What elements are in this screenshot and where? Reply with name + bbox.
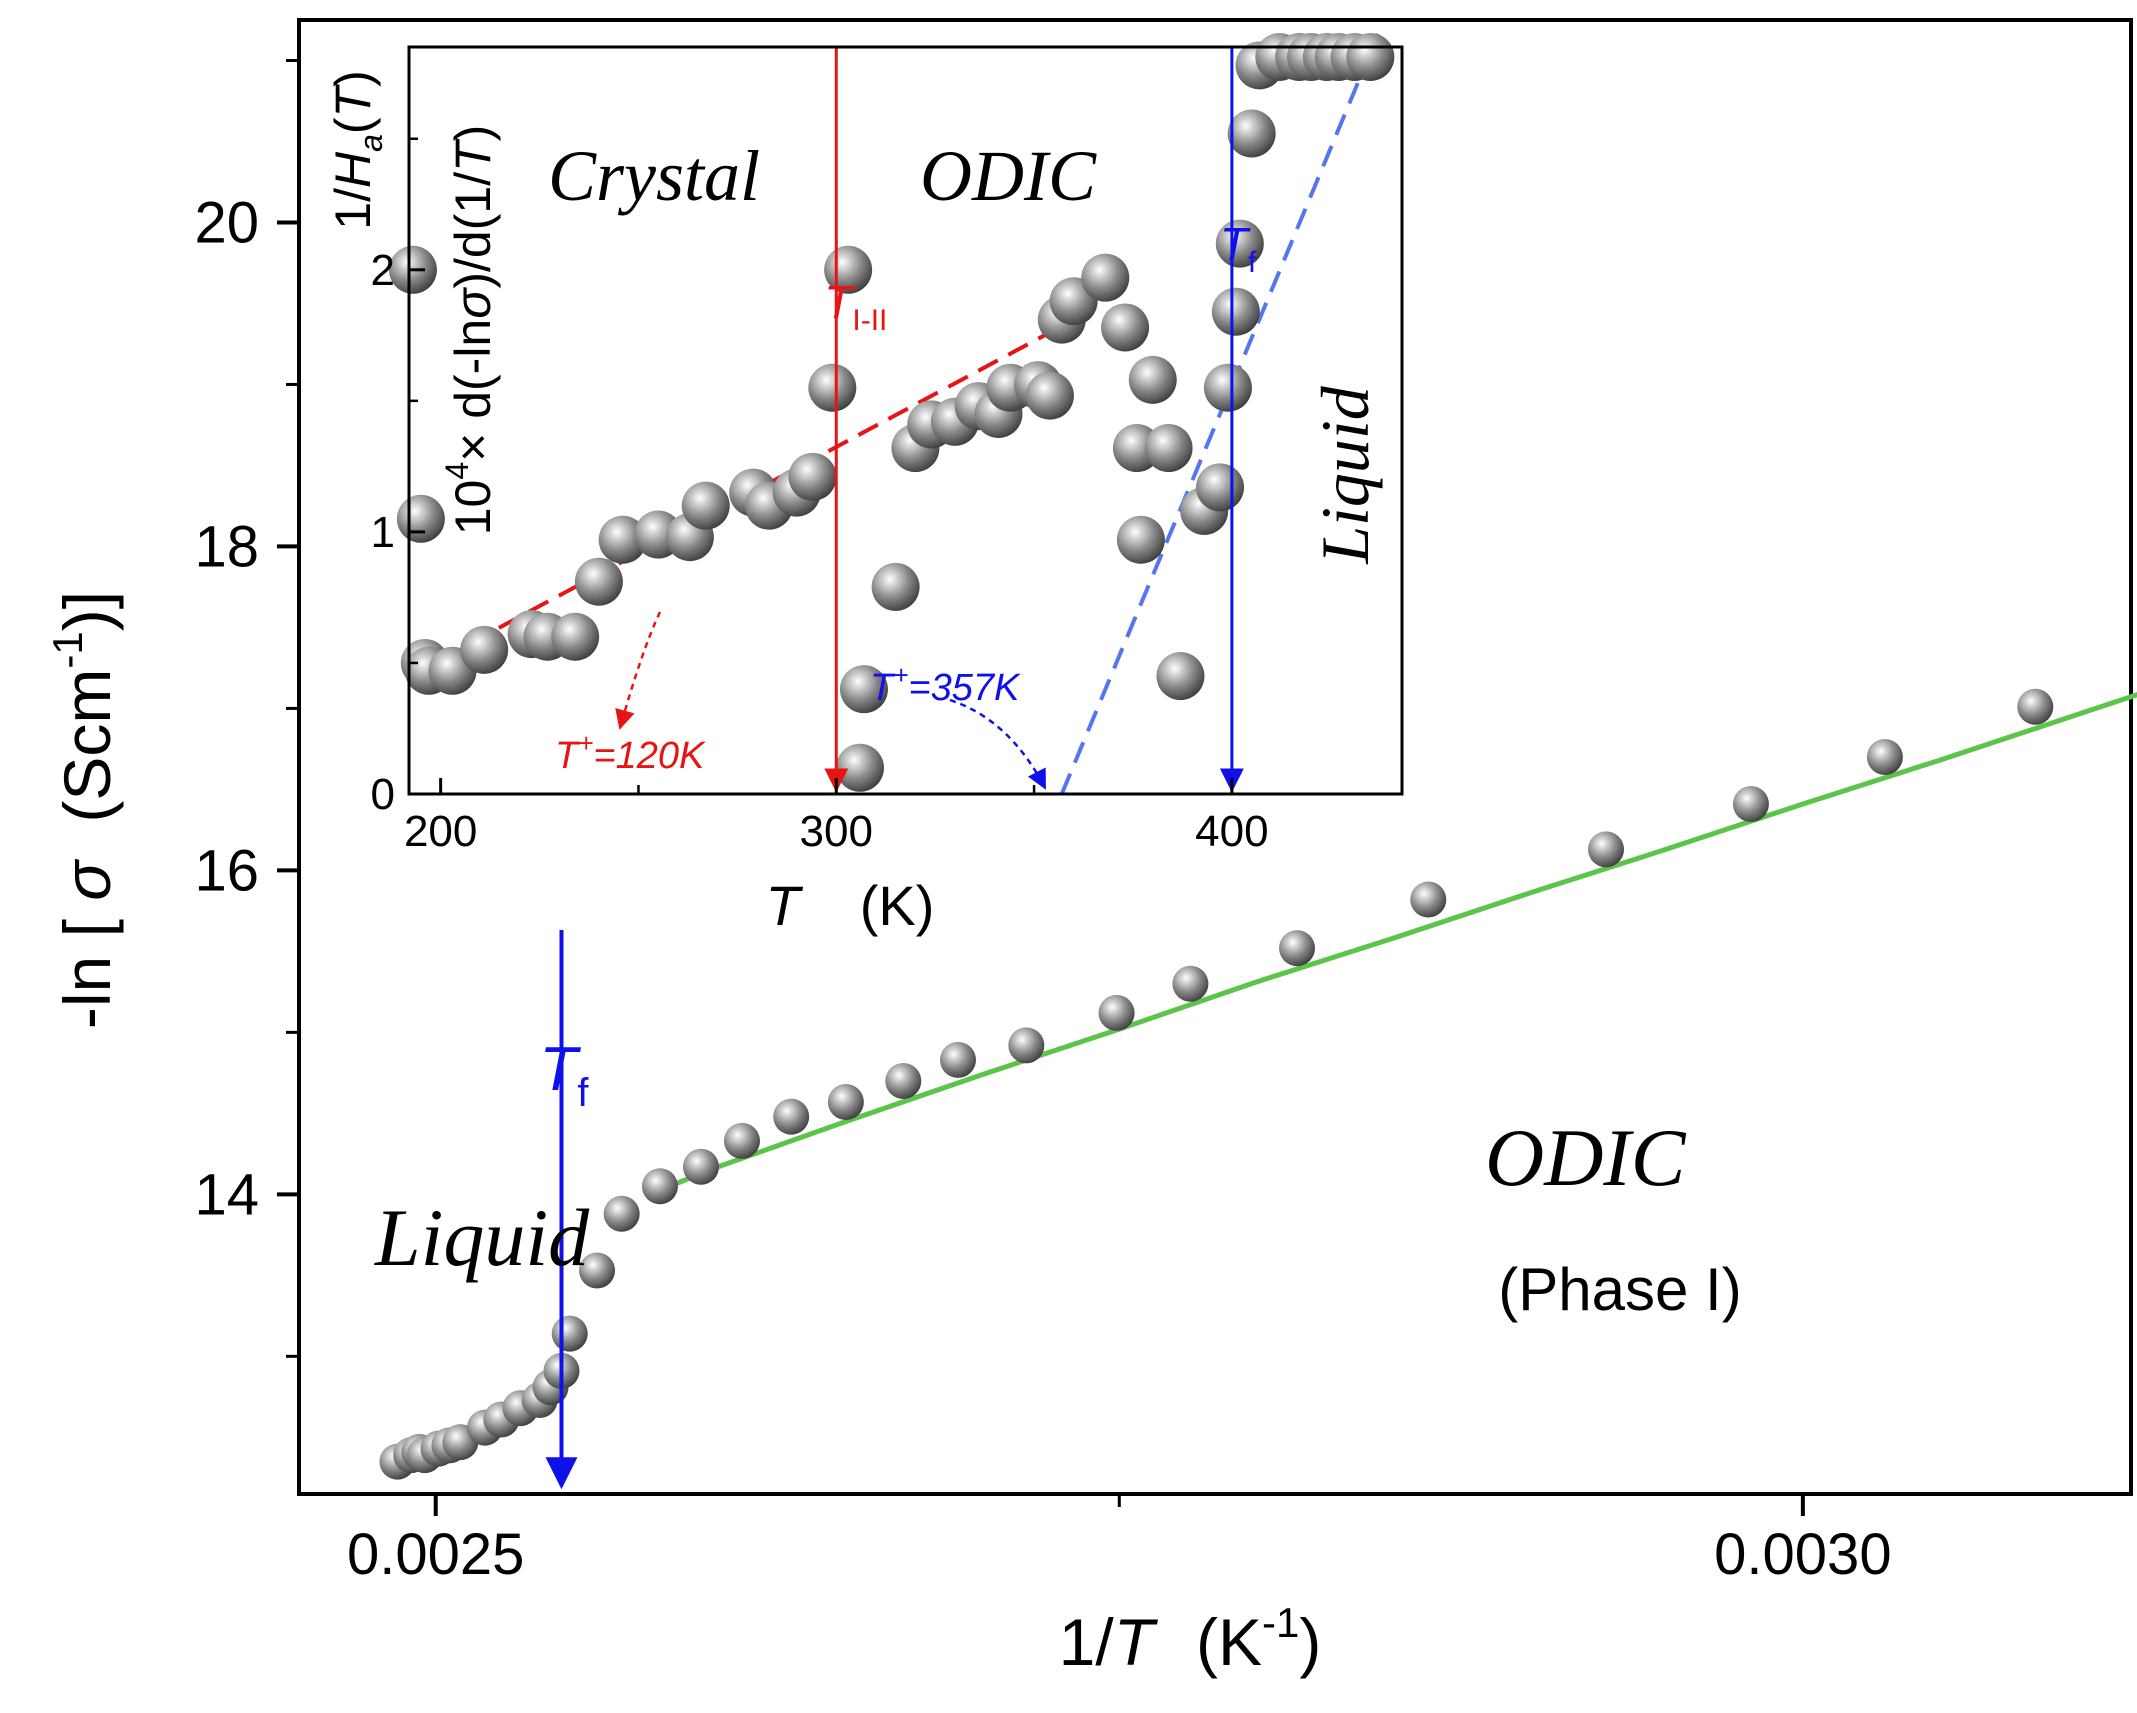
- inset-y-tick-label: 0: [371, 770, 395, 819]
- data-point: [551, 1315, 588, 1352]
- data-point: [1866, 739, 1903, 775]
- data-point: [1588, 831, 1625, 868]
- tf-label: Tf: [539, 1035, 589, 1115]
- inset-data-point: [1116, 515, 1165, 564]
- inset-plot-frame: [407, 45, 1404, 796]
- data-point: [1410, 881, 1447, 918]
- inset-data-point: [460, 625, 509, 674]
- data-point: [723, 1122, 760, 1159]
- inset-data-point: [598, 515, 647, 564]
- main-odic-label: ODIC: [1485, 1112, 1687, 1203]
- inset-data-point: [1101, 303, 1150, 352]
- main-x-axis-label: 1/T (K-1): [1059, 1599, 1322, 1679]
- inset-data-point: [1203, 363, 1252, 412]
- inset-data-point: [396, 494, 445, 543]
- inset-data-point: [808, 363, 857, 412]
- main-phase-label: (Phase I): [1498, 1256, 1741, 1323]
- inset-ticks: 200 300 400 0 1 2: [371, 137, 1269, 856]
- data-point: [885, 1062, 922, 1099]
- inset-y-tick-label: 1: [371, 508, 395, 557]
- inset-x-tick-label: 200: [404, 807, 477, 856]
- data-point: [1172, 965, 1209, 1002]
- inset-x-axis-label: T (K): [766, 874, 935, 937]
- inset-data-point: [1196, 463, 1245, 512]
- inset-data-point: [788, 452, 837, 501]
- inset-data-point: [871, 562, 920, 611]
- data-point: [579, 1252, 616, 1289]
- inset-tplus-blue-annotation: T+=357K: [870, 660, 1047, 790]
- data-point: [939, 1041, 976, 1078]
- data-point: [773, 1098, 810, 1135]
- data-point: [1098, 994, 1135, 1031]
- x-tick-label: 0.0030: [1714, 1522, 1891, 1587]
- inset-marker-label: TI-II: [824, 276, 887, 337]
- data-point: [1732, 785, 1769, 822]
- inset-data-point: [1128, 355, 1177, 404]
- inset-data-point: [1156, 652, 1205, 701]
- data-point: [682, 1148, 719, 1185]
- inset-data-point: [1144, 424, 1193, 473]
- inset-blue-dashed-fit: [1059, 33, 1381, 795]
- inset-data-point: [1081, 253, 1130, 302]
- y-tick-label: 18: [194, 514, 259, 579]
- inset-tplus-red-annotation: T+=120K: [555, 611, 706, 777]
- data-point: [603, 1195, 640, 1232]
- main-data-points: [379, 688, 2054, 1480]
- inset-y-axis-label-inner: 104× d(-lnσ)/d(1/T): [439, 125, 501, 536]
- inset-tplus-red-label: T+=120K: [555, 728, 706, 777]
- inset-data-point: [574, 557, 623, 606]
- inset-data-point: [551, 612, 600, 661]
- main-y-axis-label: -ln [ σ (Scm-1)]: [44, 591, 124, 1029]
- y-tick-label: 14: [194, 1162, 259, 1227]
- inset-data-point: [836, 743, 885, 792]
- inset-x-tick-label: 400: [1195, 807, 1268, 856]
- x-tick-label: 0.0025: [347, 1522, 524, 1587]
- inset-data-point: [681, 481, 730, 530]
- inset-marker-label: Tf: [1220, 218, 1257, 279]
- inset-y-tick-label: 2: [371, 246, 395, 295]
- inset-liquid-label: Liquid: [1307, 385, 1383, 565]
- inset-data-point: [1227, 109, 1276, 158]
- inset-background: [409, 47, 1402, 794]
- inset-odic-label: ODIC: [920, 136, 1097, 216]
- data-point: [1279, 930, 1316, 967]
- inset-transition-markers: TI-II Tf: [824, 47, 1257, 793]
- inset-data-point: [1215, 219, 1264, 268]
- inset-crystal-label: Crystal: [548, 136, 760, 216]
- inset-data-points: [388, 33, 1395, 792]
- inset-data-point: [839, 665, 888, 714]
- data-point: [641, 1168, 678, 1205]
- inset-data-point: [1211, 287, 1260, 336]
- data-point: [1008, 1027, 1045, 1064]
- inset-tplus-blue-label: T+=357K: [870, 660, 1021, 709]
- inset-data-point: [1346, 33, 1395, 81]
- data-point: [2017, 688, 2054, 725]
- inset-data-point: [1025, 371, 1074, 420]
- y-tick-label: 20: [194, 190, 259, 255]
- y-tick-label: 16: [194, 838, 259, 903]
- fit-curve: [653, 692, 2137, 1196]
- main-liquid-label: Liquid: [374, 1192, 590, 1283]
- inset-x-tick-label: 300: [800, 807, 873, 856]
- main-plot-frame: [297, 18, 2133, 1496]
- inset-y-axis-label-outer: 1/Ha(T): [325, 70, 389, 229]
- data-point: [827, 1084, 864, 1121]
- main-transition-markers: TfTI-II: [539, 930, 589, 1490]
